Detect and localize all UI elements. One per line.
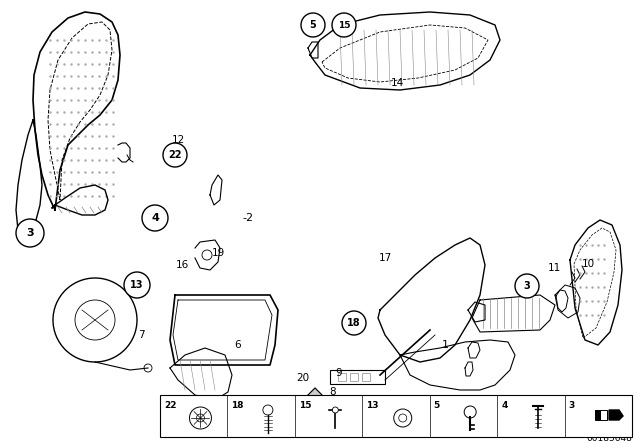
Text: 13: 13 [131, 280, 144, 290]
Text: 22: 22 [164, 401, 177, 410]
Text: 00185648: 00185648 [586, 434, 632, 443]
Bar [338, 373, 346, 381]
Circle shape [142, 205, 168, 231]
Text: 3: 3 [26, 228, 34, 238]
Text: 18: 18 [232, 401, 244, 410]
Text: 3: 3 [568, 401, 575, 410]
Text: 6: 6 [235, 340, 241, 350]
Text: 22: 22 [168, 150, 182, 160]
Circle shape [16, 219, 44, 247]
Text: 19: 19 [211, 248, 225, 258]
Polygon shape [305, 388, 322, 410]
Text: 17: 17 [378, 253, 392, 263]
Text: 21: 21 [211, 395, 225, 405]
Circle shape [332, 407, 339, 413]
Text: 15: 15 [338, 21, 350, 30]
Text: 7: 7 [138, 330, 144, 340]
Circle shape [515, 274, 539, 298]
Bar [350, 373, 358, 381]
Text: -2: -2 [243, 213, 253, 223]
Text: 14: 14 [390, 78, 404, 88]
Circle shape [301, 13, 325, 37]
Text: 10: 10 [581, 259, 595, 269]
Bar [330, 370, 385, 384]
Text: 1: 1 [442, 340, 449, 350]
Text: 5: 5 [310, 20, 316, 30]
Text: 18: 18 [347, 318, 361, 328]
Text: 11: 11 [547, 263, 561, 273]
Text: 4: 4 [151, 213, 159, 223]
Text: 20: 20 [296, 373, 310, 383]
Circle shape [124, 272, 150, 298]
Text: 5: 5 [434, 401, 440, 410]
Text: 4: 4 [501, 401, 508, 410]
Text: 9: 9 [336, 368, 342, 378]
Text: 16: 16 [175, 260, 189, 270]
Circle shape [342, 311, 366, 335]
Bar [160, 395, 632, 437]
Text: 13: 13 [366, 401, 379, 410]
Bar [362, 373, 370, 381]
Polygon shape [609, 410, 623, 420]
Bar [595, 410, 601, 420]
Text: 15: 15 [299, 401, 311, 410]
Text: 8: 8 [330, 387, 336, 397]
Text: 3: 3 [524, 281, 531, 291]
Circle shape [163, 143, 187, 167]
Circle shape [332, 13, 356, 37]
Bar [595, 410, 607, 420]
Text: 12: 12 [172, 135, 184, 145]
